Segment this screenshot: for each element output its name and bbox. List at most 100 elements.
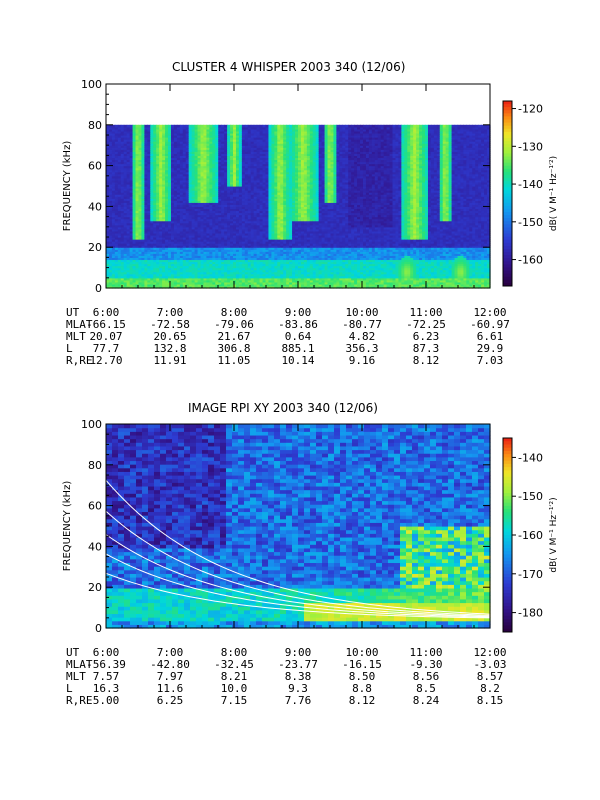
ytick-label-1-40: 40 bbox=[88, 540, 102, 553]
ephemeris-cell: 11.05 bbox=[217, 354, 251, 367]
harmonic-curve-0 bbox=[105, 572, 491, 619]
harmonic-curve-1 bbox=[105, 553, 491, 618]
ephemeris-cell: 6.61 bbox=[476, 330, 504, 343]
ephemeris-cell: 11.91 bbox=[153, 354, 187, 367]
ephemeris-row-l: L 16.3 11.6 10.0 9.3 8.8 8.5 8.2 bbox=[0, 682, 600, 695]
ephemeris-cell: 7:00 bbox=[156, 306, 184, 319]
ephemeris-cell: 306.8 bbox=[217, 342, 251, 355]
ephemeris-cell: 8.50 bbox=[348, 670, 376, 683]
ephemeris-cell: -72.25 bbox=[406, 318, 446, 331]
ephemeris-cell: 10:00 bbox=[345, 646, 379, 659]
ephemeris-cell: 11.6 bbox=[156, 682, 184, 695]
ephemeris-row-l: L 77.7 132.8 306.8 885.1 356.3 87.3 29.9 bbox=[0, 342, 600, 355]
ephemeris-cell: 7.03 bbox=[476, 354, 504, 367]
ephemeris-cell: 9.3 bbox=[288, 682, 308, 695]
ephemeris-cell: 9:00 bbox=[284, 646, 312, 659]
ephemeris-cell: 0.64 bbox=[284, 330, 312, 343]
ephemeris-cell: 7:00 bbox=[156, 646, 184, 659]
harmonic-curve-3 bbox=[105, 510, 491, 616]
ephemeris-cell: 7.76 bbox=[284, 694, 312, 707]
ephemeris-cell: 8.12 bbox=[348, 694, 376, 707]
harmonic-curve-2 bbox=[105, 534, 491, 617]
image-title: IMAGE RPI XY 2003 340 (12/06) bbox=[188, 401, 378, 415]
ephemeris-cell: 16.3 bbox=[92, 682, 120, 695]
ephemeris-cell: 8.12 bbox=[412, 354, 440, 367]
ephemeris-cell: 9.16 bbox=[348, 354, 376, 367]
ephemeris-cell: 12:00 bbox=[473, 646, 507, 659]
colorbar-label-0: dB( V M⁻¹ Hz⁻¹′²) bbox=[549, 156, 559, 231]
ephemeris-row-label: MLAT bbox=[66, 318, 93, 331]
ephemeris-row-label: MLT bbox=[66, 670, 86, 683]
ephemeris-cell: -42.80 bbox=[150, 658, 190, 671]
ephemeris-cell: -72.58 bbox=[150, 318, 190, 331]
colorbar-tick-0--160: -160 bbox=[518, 254, 543, 267]
ytick-label-1-80: 80 bbox=[88, 459, 102, 472]
colorbar-tick-0--120: -120 bbox=[518, 103, 543, 116]
colorbar-tick-0--150: -150 bbox=[518, 216, 543, 229]
ytick-label-1-0: 0 bbox=[95, 622, 102, 635]
ephemeris-cell: 8:00 bbox=[220, 306, 248, 319]
cluster-panel: CLUSTER 4 WHISPER 2003 340 (12/06) 0 20 40… bbox=[0, 0, 600, 380]
ephemeris-row-label: R,RE bbox=[66, 354, 93, 367]
ephemeris-cell: 8.21 bbox=[220, 670, 248, 683]
ephemeris-cell: 21.67 bbox=[217, 330, 251, 343]
ephemeris-row-label: UT bbox=[66, 306, 80, 319]
ylabel-1: FREQUENCY (kHz) bbox=[62, 481, 73, 572]
ephemeris-cell: -79.06 bbox=[214, 318, 254, 331]
colorbar-label-1: dB( V M⁻¹ Hz⁻¹′²) bbox=[549, 497, 559, 572]
ephemeris-row-mlt: MLT 20.07 20.65 21.67 0.64 4.82 6.23 6.61 bbox=[0, 330, 600, 343]
ephemeris-cell: -60.97 bbox=[470, 318, 510, 331]
ephemeris-cell: 8.2 bbox=[480, 682, 500, 695]
ephemeris-cell: -66.15 bbox=[86, 318, 126, 331]
ephemeris-cell: 10.0 bbox=[220, 682, 248, 695]
ephemeris-cell: -80.77 bbox=[342, 318, 382, 331]
ephemeris-cell: 8.38 bbox=[284, 670, 312, 683]
ephemeris-cell: 4.82 bbox=[348, 330, 376, 343]
ephemeris-cell: 7.97 bbox=[156, 670, 184, 683]
ephemeris-cell: -32.45 bbox=[214, 658, 254, 671]
ytick-label-0-20: 20 bbox=[88, 241, 102, 254]
ephemeris-cell: 11:00 bbox=[409, 646, 443, 659]
ephemeris-cell: 10.14 bbox=[281, 354, 315, 367]
plasma-frequency-curves bbox=[105, 479, 491, 619]
ephemeris-row-rre: R,RE 5.00 6.25 7.15 7.76 8.12 8.24 8.15 bbox=[0, 694, 600, 707]
ephemeris-cell: 11:00 bbox=[409, 306, 443, 319]
ephemeris-cell: 8.15 bbox=[476, 694, 504, 707]
ephemeris-cell: -9.30 bbox=[409, 658, 443, 671]
ephemeris-row-mlat: MLAT -66.15 -72.58 -79.06 -83.86 -80.77 -72.25… bbox=[0, 318, 600, 331]
ephemeris-cell: 6:00 bbox=[92, 646, 120, 659]
ephemeris-cell: 20.07 bbox=[89, 330, 123, 343]
ytick-label-0-0: 0 bbox=[95, 282, 102, 295]
ephemeris-cell: -3.03 bbox=[473, 658, 507, 671]
ephemeris-row-label: MLT bbox=[66, 330, 86, 343]
ephemeris-cell: 29.9 bbox=[476, 342, 504, 355]
ephemeris-cell: -56.39 bbox=[86, 658, 126, 671]
ephemeris-cell: 5.00 bbox=[92, 694, 120, 707]
colorbar-0 bbox=[503, 101, 512, 287]
ephemeris-cell: 10:00 bbox=[345, 306, 379, 319]
ytick-label-0-100: 100 bbox=[81, 78, 102, 91]
ephemeris-cell: 8.8 bbox=[352, 682, 372, 695]
ylabel-0: FREQUENCY (kHz) bbox=[62, 141, 73, 232]
ytick-label-0-60: 60 bbox=[88, 160, 102, 173]
colorbar-tick-1--170: -170 bbox=[518, 568, 543, 581]
ephemeris-row-mlt: MLT 7.57 7.97 8.21 8.38 8.50 8.56 8.57 bbox=[0, 670, 600, 683]
ephemeris-cell: -83.86 bbox=[278, 318, 318, 331]
ephemeris-cell: -23.77 bbox=[278, 658, 318, 671]
colorbar-tick-0--140: -140 bbox=[518, 178, 543, 191]
ephemeris-cell: 8.5 bbox=[416, 682, 436, 695]
ephemeris-cell: 6.25 bbox=[156, 694, 184, 707]
ephemeris-row-label: L bbox=[66, 682, 73, 695]
ephemeris-cell: 6:00 bbox=[92, 306, 120, 319]
ytick-label-1-100: 100 bbox=[81, 418, 102, 431]
ephemeris-cell: 9:00 bbox=[284, 306, 312, 319]
ephemeris-cell: 8.24 bbox=[412, 694, 440, 707]
colorbar-tick-1--140: -140 bbox=[518, 451, 543, 464]
ephemeris-cell: 8.56 bbox=[412, 670, 440, 683]
image-spectrogram: 0 20 40 60 80 100 FREQUENCY (kHz) -140 -150 -160 -… bbox=[62, 418, 559, 635]
ephemeris-row-ut: UT 6:00 7:00 8:00 9:00 10:00 11:00 12:00 bbox=[0, 306, 600, 319]
harmonic-curve-4 bbox=[105, 479, 491, 615]
ephemeris-row-label: L bbox=[66, 342, 73, 355]
spectrogram-cells-0 bbox=[106, 124, 491, 289]
